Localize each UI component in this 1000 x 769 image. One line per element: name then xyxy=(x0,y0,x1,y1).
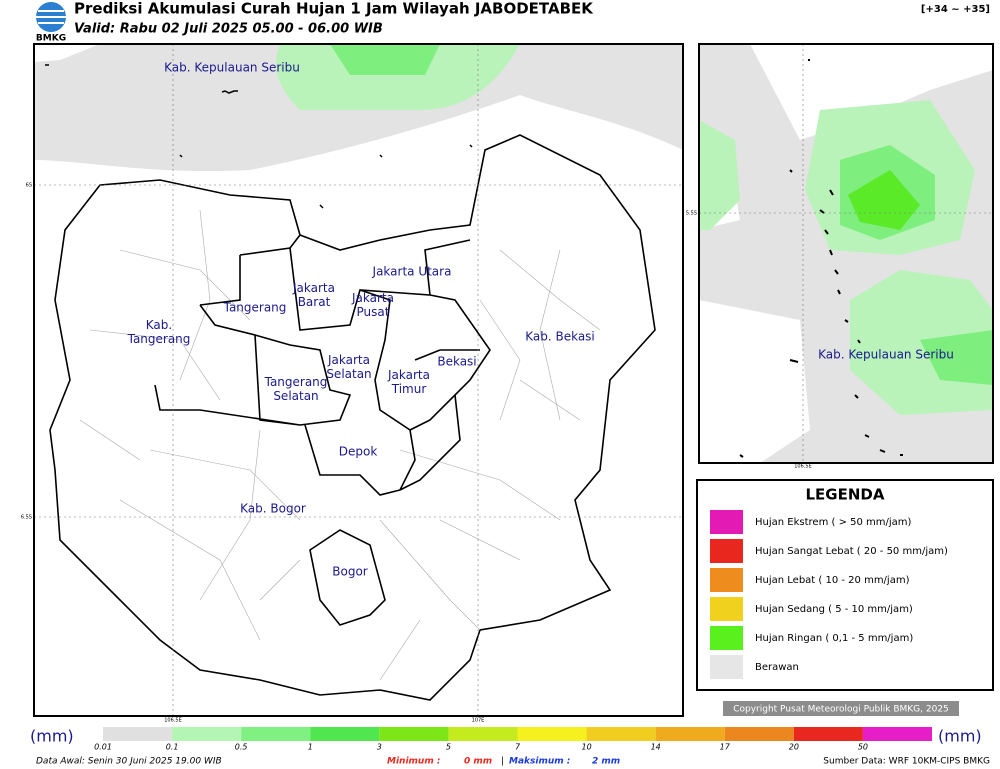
legend-swatch xyxy=(710,568,743,592)
lon-label: 107E xyxy=(472,718,485,724)
colorbar-segment xyxy=(586,727,656,741)
colorbar-segment xyxy=(310,727,380,741)
legend-swatch xyxy=(710,597,743,621)
max-label: Maksimum : xyxy=(509,757,570,767)
colorbar-tick: 17 xyxy=(720,743,731,752)
legend: LEGENDA Hujan Ekstrem ( > 50 mm/jam) Huja… xyxy=(696,479,994,691)
lat-label: 5.5S xyxy=(686,211,697,217)
region-label: Jakarta Pusat xyxy=(351,291,394,319)
colorbar-unit: (mm) xyxy=(30,727,74,746)
colorbar-tick: 1 xyxy=(308,743,313,752)
region-label: Jakarta Utara xyxy=(372,265,452,279)
colorbar-segment xyxy=(655,727,725,741)
colorbar-segment xyxy=(448,727,518,741)
lat-label: 6S xyxy=(26,183,32,189)
colorbar-segment xyxy=(241,727,311,741)
legend-label: Hujan Lebat ( 10 - 20 mm/jam) xyxy=(755,575,910,586)
legend-swatch xyxy=(710,510,743,534)
legend-label: Hujan Sangat Lebat ( 20 - 50 mm/jam) xyxy=(755,546,948,557)
region-label: Jakarta Timur xyxy=(387,368,430,396)
colorbar-unit: (mm) xyxy=(938,727,982,746)
colorbar-tick: 0.01 xyxy=(94,743,112,752)
legend-label: Hujan Ringan ( 0,1 - 5 mm/jam) xyxy=(755,633,913,644)
legend-label: Hujan Ekstrem ( > 50 mm/jam) xyxy=(755,517,912,528)
copyright-box xyxy=(723,701,959,716)
region-label: Jakarta Barat xyxy=(292,281,335,309)
lat-label: 6.5S xyxy=(21,515,32,521)
region-label: Kab. Bogor xyxy=(240,502,306,516)
region-label: Tangerang xyxy=(223,301,287,315)
lon-label: 106.5E xyxy=(794,464,811,470)
colorbar-tick: 14 xyxy=(651,743,661,752)
region-label: Depok xyxy=(339,445,378,459)
logo-text: BMKG xyxy=(36,34,66,44)
title: Prediksi Akumulasi Curah Hujan 1 Jam Wil… xyxy=(74,0,594,18)
colorbar-tick: 3 xyxy=(377,743,382,752)
colorbar-segment xyxy=(172,727,242,741)
region-label: Jakarta Selatan xyxy=(326,353,371,381)
colorbar-tick: 7 xyxy=(515,743,521,752)
colorbar-segment xyxy=(724,727,794,741)
region-label: Kab. Bekasi xyxy=(525,330,595,344)
colorbar-segment xyxy=(379,727,449,741)
legend-label: Hujan Sedang ( 5 - 10 mm/jam) xyxy=(755,604,913,615)
max-value: 2 mm xyxy=(592,757,620,767)
colorbar-tick: 5 xyxy=(446,743,451,752)
min-label: Minimum : xyxy=(387,757,440,767)
range: [+34 ~ +35] xyxy=(921,4,990,15)
lon-label: 106.5E xyxy=(164,718,181,724)
region-label: Bogor xyxy=(332,565,368,579)
region-label: Tangerang Selatan xyxy=(264,375,328,403)
subtitle: Valid: Rabu 02 Juli 2025 05.00 - 06.00 W… xyxy=(74,22,383,37)
legend-swatch xyxy=(710,539,743,563)
separator: | xyxy=(501,757,504,767)
region-label: Bekasi xyxy=(437,355,476,369)
colorbar-segment xyxy=(793,727,863,741)
legend-swatch xyxy=(710,655,743,679)
colorbar-tick: 10 xyxy=(581,743,591,752)
colorbar-tick: 0.5 xyxy=(235,743,248,752)
colorbar-segment xyxy=(103,727,173,741)
legend-label: Berawan xyxy=(755,662,799,673)
inset-label: Kab. Kepulauan Seribu xyxy=(818,348,954,362)
min-value: 0 mm xyxy=(464,757,492,767)
copyright: Copyright Pusat Meteorologi Publik BMKG,… xyxy=(733,705,949,715)
region-label: Kab. Tangerang xyxy=(127,318,191,346)
region-label: Kab. Kepulauan Seribu xyxy=(164,61,300,75)
colorbar-segment xyxy=(517,727,587,741)
colorbar-tick: 0.1 xyxy=(166,743,179,752)
legend-swatch xyxy=(710,626,743,650)
colorbar-tick: 20 xyxy=(789,743,799,752)
source: Sumber Data: WRF 10KM-CIPS BMKG xyxy=(823,757,990,767)
inset-map: Kab. Kepulauan Seribu 5.5S 106.5E xyxy=(686,43,994,470)
main-map xyxy=(33,43,684,717)
data-awal: Data Awal: Senin 30 Juni 2025 19.00 WIB xyxy=(36,757,222,767)
colorbar-segment xyxy=(862,727,932,741)
colorbar-tick: 50 xyxy=(858,743,868,752)
legend-title: LEGENDA xyxy=(806,486,885,504)
logo: BMKG xyxy=(36,2,66,44)
